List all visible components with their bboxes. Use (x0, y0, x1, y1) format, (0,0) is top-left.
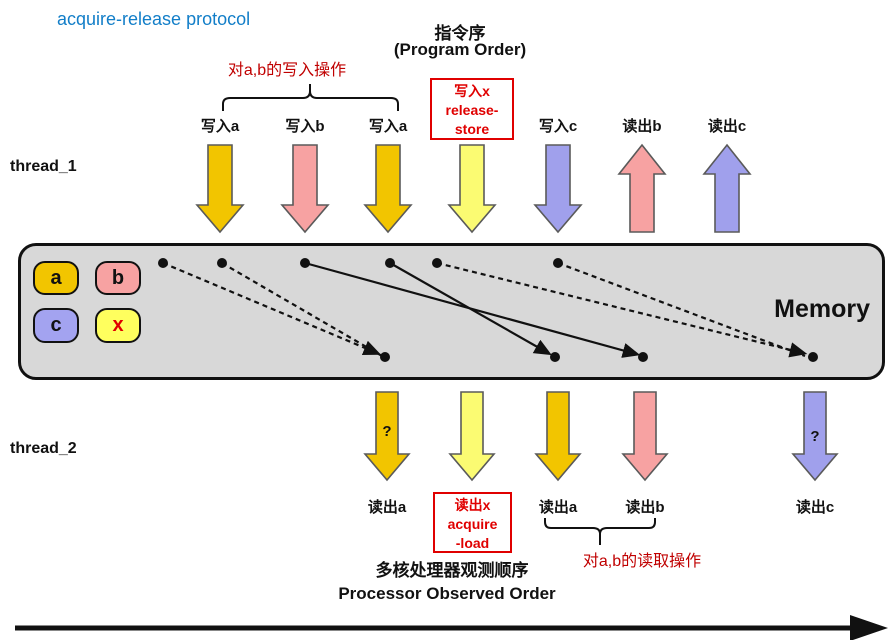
read-a-1-arrow (363, 391, 411, 482)
memory-cell-a: a (33, 261, 79, 295)
op-label-read-b-t1: 读出b (622, 118, 662, 135)
read-group-brace (544, 518, 656, 545)
memory-box: a b c x Memory (18, 243, 885, 380)
thread1-label: thread_1 (10, 158, 77, 175)
write-group-brace (222, 84, 399, 111)
write-group-note: 对a,b的写入操作 (227, 62, 347, 79)
read-a-2-arrow (534, 391, 582, 482)
write-a-2-arrow (363, 144, 413, 234)
op-label-read-a-2: 读出a (538, 499, 578, 516)
op-label-write-a-1: 写入a (200, 118, 240, 135)
read-x-box-line2: acquire (447, 516, 498, 532)
write-x-box-line2: release- (445, 102, 499, 118)
observed-order-title-zh: 多核处理器观测顺序 (375, 561, 529, 580)
protocol-title: acquire-release protocol (57, 9, 251, 29)
write-x-arrow (447, 144, 497, 234)
cell-x-label: x (112, 314, 124, 336)
write-b-arrow (280, 144, 330, 234)
write-a-1-arrow (195, 144, 245, 234)
write-x-box-line3: store (454, 121, 490, 137)
cell-a-label: a (50, 266, 62, 289)
op-label-write-c: 写入c (538, 118, 578, 135)
write-c-arrow (533, 144, 583, 234)
read-x-box-line3: -load (455, 535, 490, 551)
read-x-arrow (448, 391, 496, 482)
timeline-arrow (15, 615, 888, 640)
memory-cell-b: b (95, 261, 141, 295)
program-order-title-zh: 指令序 (434, 24, 486, 43)
link-write-c-to-read-c (557, 261, 806, 358)
memory-cell-c: c (33, 308, 79, 343)
memory-label: Memory (774, 295, 870, 323)
write-x-box-line1: 写入x (454, 83, 490, 99)
read-x-acquire-load-box: 读出x acquire -load (433, 492, 512, 553)
read-c-t2-arrow (791, 391, 839, 482)
thread2-label: thread_2 (10, 440, 77, 457)
write-x-release-store-box: 写入x release- store (430, 78, 514, 140)
link-write-x-to-read-c (436, 261, 808, 358)
op-label-read-b-t2: 读出b (625, 499, 665, 516)
op-label-read-c-t2: 读出c (795, 499, 835, 516)
program-order-title-en: (Program Order) (393, 40, 527, 59)
op-label-read-c-t1: 读出c (707, 118, 747, 135)
question-mark-read-c: ? (810, 428, 820, 445)
memory-points (158, 258, 818, 362)
op-label-write-b: 写入b (285, 118, 325, 135)
op-label-write-a-2: 写入a (368, 118, 408, 135)
link-slot1-to-read-a1 (162, 261, 382, 355)
link-write-a2-to-read-a2 (389, 262, 552, 356)
observed-order-title-en: Processor Observed Order (338, 584, 556, 603)
read-group-note: 对a,b的读取操作 (582, 553, 702, 570)
read-c-t1-arrow (702, 143, 752, 233)
link-write-a1-to-read-a1 (221, 262, 383, 357)
cell-c-label: c (50, 314, 62, 336)
cell-b-label: b (111, 266, 125, 289)
read-b-t2-arrow (621, 391, 669, 482)
read-x-box-line1: 读出x (454, 497, 491, 513)
question-mark-read-a: ? (382, 423, 392, 440)
memory-cell-x: x (95, 308, 141, 343)
read-b-t1-arrow (617, 143, 667, 233)
op-label-read-a-1: 读出a (367, 499, 407, 516)
